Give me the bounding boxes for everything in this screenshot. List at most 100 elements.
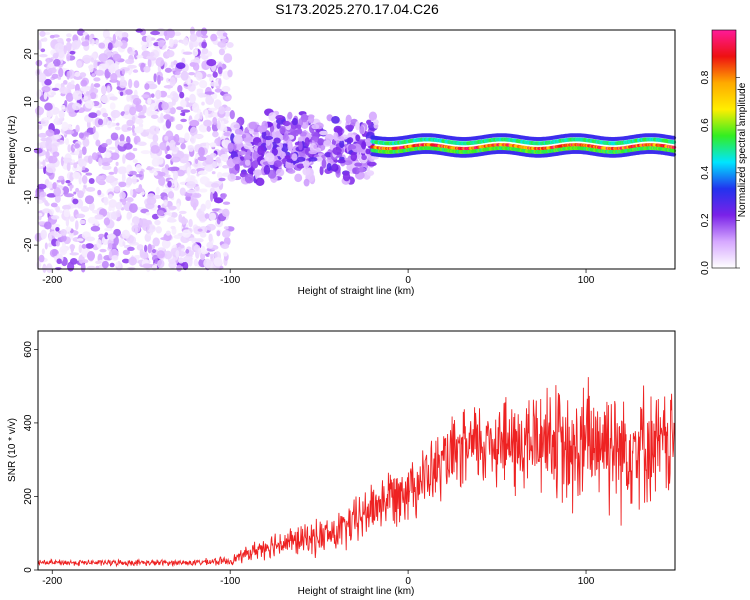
spectrogram-cell — [100, 85, 107, 95]
spectrogram-cell — [113, 166, 118, 175]
spectrogram-cell — [38, 254, 45, 263]
spectrogram-cell — [82, 138, 90, 147]
spectrogram-cell — [121, 32, 128, 38]
spectrogram-cell — [72, 171, 81, 180]
spectrogram-cell — [114, 126, 121, 131]
spectrogram-cell — [307, 114, 315, 124]
spectrogram-cell — [296, 156, 306, 162]
spectrogram-cell — [227, 142, 234, 153]
spectrogram-cell — [143, 65, 151, 73]
spectrogram-cell — [129, 170, 137, 176]
spectrogram-cell — [296, 127, 303, 135]
spectrogram-cell — [43, 116, 51, 121]
spectrogram-cell — [217, 159, 221, 164]
spectrogram-cell — [74, 143, 80, 149]
spectrogram-cell — [85, 172, 93, 176]
spectrogram-cell — [128, 256, 137, 266]
spectrogram-cell — [95, 260, 102, 265]
spectrogram-cell — [287, 140, 292, 149]
spectrogram-cell — [155, 186, 160, 195]
spectrogram-cell — [212, 71, 218, 78]
spectrogram-cell — [125, 152, 136, 161]
spectrogram-cell — [60, 229, 67, 236]
spectrogram-cell — [96, 239, 102, 249]
colorbar-gradient — [711, 29, 737, 269]
spectrogram-cell — [77, 157, 84, 167]
spectrogram-cell — [47, 67, 57, 74]
spectrogram-cell — [180, 109, 191, 113]
spectrogram-cell — [273, 160, 282, 168]
spectrogram-cell — [216, 120, 221, 130]
spectrogram-cell — [155, 89, 162, 100]
spectrogram-cell — [210, 182, 220, 188]
spectrogram-cell — [190, 168, 197, 175]
spectrogram-cell — [333, 125, 343, 134]
spectrogram-cell — [101, 162, 111, 167]
spectrogram-cell — [175, 123, 184, 131]
spectrogram-cell — [98, 53, 108, 63]
spectrogram-cell — [197, 170, 208, 176]
spectrogram-cell — [294, 173, 303, 183]
spectrogram-cell — [93, 83, 101, 88]
spectrogram-cell — [149, 125, 159, 135]
spectrogram-cell — [140, 150, 151, 155]
spectrogram-cell — [197, 247, 202, 255]
spectrogram-cell — [166, 50, 175, 58]
spectrogram-cell — [355, 121, 360, 131]
spectrogram-cell — [141, 44, 147, 51]
spectrogram-cell — [56, 258, 62, 265]
spectrogram-cell — [153, 194, 162, 199]
snr-y-ticks: 0 200 400 600 — [23, 341, 38, 573]
spectrogram-cell — [106, 233, 116, 240]
spectrogram-cell — [192, 49, 199, 57]
colorbar-ticks: 0.0 0.2 0.4 0.6 0.8 — [700, 70, 740, 275]
spectrogram-cell — [261, 120, 268, 131]
x-tick-label: -100 — [220, 576, 240, 587]
spectrogram-cell — [311, 131, 319, 138]
spectrogram-cell — [166, 145, 170, 152]
y-tick-label: 0 — [23, 146, 34, 152]
spectrogram-cell — [108, 146, 117, 150]
x-tick-label: -200 — [42, 576, 62, 587]
spectrogram-cell — [109, 102, 116, 110]
spectrogram-cell — [127, 64, 137, 69]
spectrogram-cell — [174, 179, 178, 189]
spectrogram-cell — [89, 92, 97, 100]
spectrogram-cell — [291, 117, 298, 126]
spectrogram-cell — [279, 151, 287, 159]
spectrogram-cell — [41, 85, 51, 93]
spectrogram-cell — [44, 102, 53, 111]
spectrogram-cell — [171, 98, 176, 106]
spectrogram-cell — [303, 178, 310, 187]
spectrogram-cell — [151, 249, 157, 254]
spectrogram-cell — [44, 78, 52, 86]
spectrogram-cell — [206, 241, 214, 249]
spectrogram-cell — [53, 187, 62, 197]
spectrogram-cell — [121, 229, 130, 239]
spectrogram-cell — [111, 255, 119, 261]
spectrogram-cell — [157, 156, 164, 165]
spectrogram-cell — [91, 73, 96, 78]
snr-panel: -200 -100 0 100 0 200 400 600 Height of straig… — [7, 330, 676, 597]
spectrogram-cell — [75, 213, 86, 219]
spectrogram-cell — [77, 190, 84, 199]
spectrogram-cell — [101, 142, 108, 148]
colorbar-tick-label: 0.6 — [700, 118, 711, 132]
spectrogram-cell — [127, 246, 135, 252]
spectrogram-cell — [48, 233, 52, 242]
spectrogram-cell — [201, 41, 207, 49]
spectrogram-cell — [175, 62, 186, 69]
spectrogram-cell — [225, 116, 229, 121]
spectrogram-cell — [124, 111, 129, 115]
colorbar-tick-label: 0.2 — [700, 213, 711, 227]
spectrogram-cell — [132, 97, 142, 106]
spectrogram-cell — [265, 138, 271, 146]
spectrogram-cell — [46, 109, 53, 118]
spectrogram-cell — [198, 92, 205, 98]
spectrogram-cell — [232, 156, 241, 165]
spectrogram-cell — [198, 146, 205, 157]
spectrogram-cell — [52, 52, 59, 59]
spectrogram-cell — [233, 134, 243, 144]
spectrogram-cell — [37, 212, 43, 217]
